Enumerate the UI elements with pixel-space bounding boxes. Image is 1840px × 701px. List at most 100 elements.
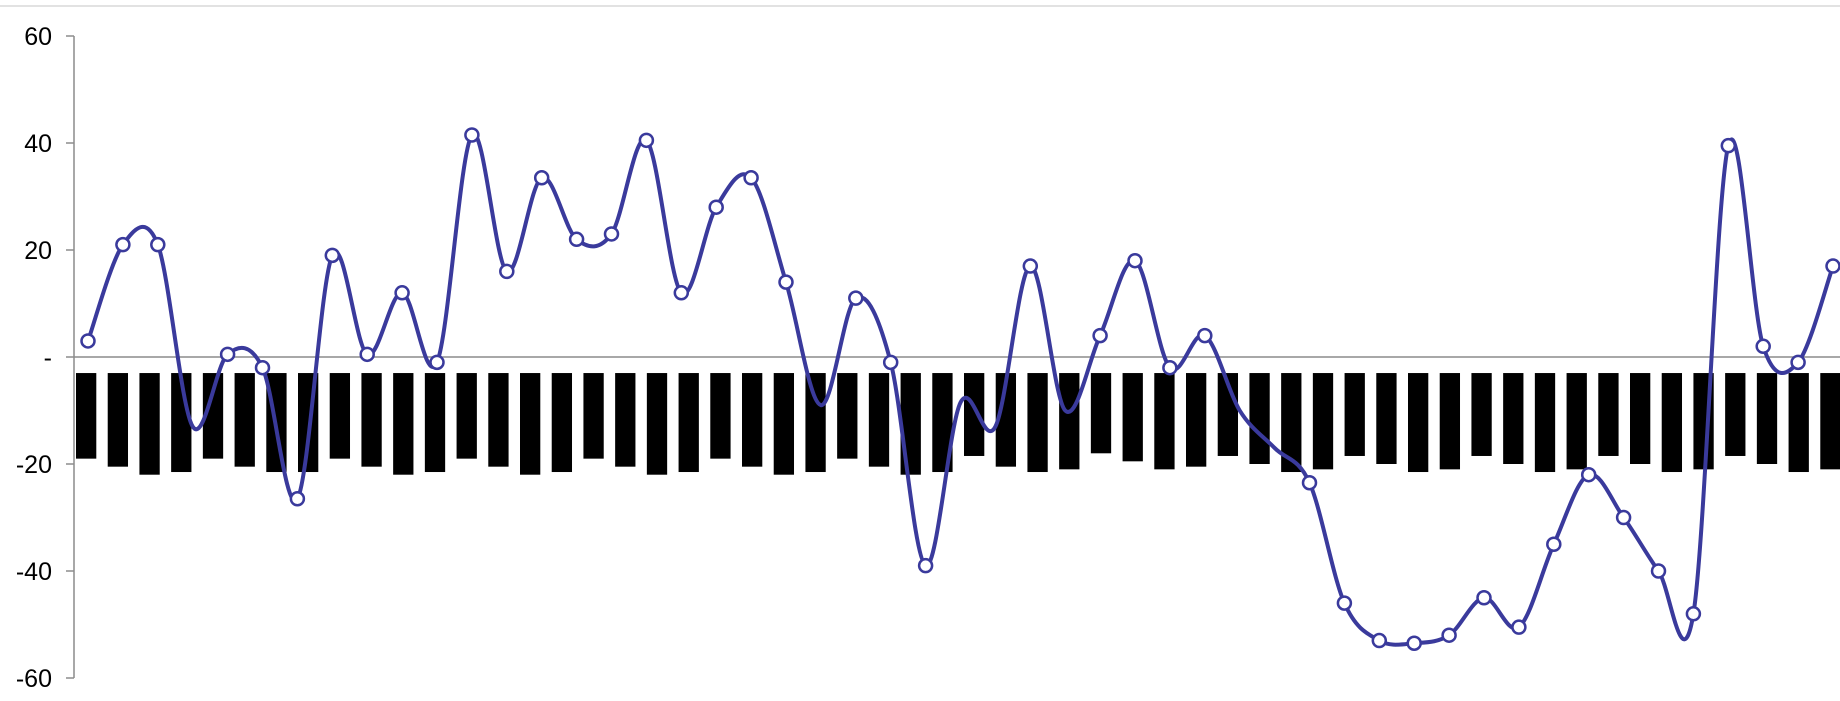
bar <box>1090 373 1112 454</box>
bar <box>995 373 1017 467</box>
line-point <box>429 354 445 371</box>
bar <box>1122 373 1143 462</box>
bar <box>900 373 921 475</box>
bar <box>456 373 477 459</box>
line-point <box>638 132 655 149</box>
bar <box>742 373 763 467</box>
bar <box>1376 373 1397 464</box>
y-tick-label: 40 <box>24 130 52 158</box>
line-point <box>324 247 341 264</box>
line-point <box>1022 258 1039 274</box>
line-point <box>1580 466 1597 483</box>
bar <box>1503 373 1524 464</box>
line-point <box>115 236 131 253</box>
line-point <box>603 226 620 242</box>
bar <box>488 373 509 467</box>
bar <box>1186 373 1207 467</box>
bar <box>583 373 604 459</box>
bar <box>868 373 890 467</box>
line-point <box>254 359 271 376</box>
line-point <box>1406 635 1422 651</box>
y-tick-label: -60 <box>16 665 52 693</box>
bar <box>1598 373 1619 456</box>
bar <box>1249 373 1270 464</box>
bar <box>1756 373 1778 464</box>
bar <box>837 373 858 459</box>
line-point <box>1650 563 1667 579</box>
line-point <box>1685 606 1702 622</box>
bar <box>1312 373 1334 470</box>
line-point <box>1197 327 1213 344</box>
y-tick-label: -20 <box>16 451 52 479</box>
line-point <box>917 557 934 574</box>
bar <box>361 373 382 467</box>
line-point <box>219 346 236 363</box>
bars-layer <box>76 373 1840 475</box>
bar <box>1566 373 1587 470</box>
bar <box>139 373 160 475</box>
bar <box>1059 373 1080 470</box>
bar <box>202 373 224 459</box>
bar <box>1344 373 1365 456</box>
line-point <box>1790 354 1806 371</box>
bar <box>329 373 351 459</box>
line-point <box>743 170 759 186</box>
bar <box>678 373 699 473</box>
line-point <box>1336 595 1353 611</box>
line-point <box>1546 536 1562 552</box>
bar <box>1471 373 1492 456</box>
line-point <box>1511 619 1527 635</box>
line-point <box>1301 474 1318 491</box>
bar <box>424 373 446 473</box>
line-point <box>1162 359 1178 376</box>
line-point <box>1825 258 1840 274</box>
bar <box>1788 373 1809 473</box>
line-point <box>1720 137 1737 154</box>
y-tick-label: 20 <box>24 237 52 265</box>
bar <box>1820 373 1840 470</box>
line-point <box>464 127 480 143</box>
line-point <box>359 346 375 363</box>
line-point <box>150 236 166 253</box>
bar <box>1439 373 1461 470</box>
bar <box>964 373 985 456</box>
y-tick-label: 60 <box>24 23 52 51</box>
y-tick-label: - <box>44 344 52 372</box>
bar <box>520 373 541 475</box>
line-point <box>1476 590 1492 606</box>
line-point <box>882 354 899 371</box>
bar <box>710 373 731 459</box>
line-point <box>708 199 724 215</box>
bar <box>1281 373 1302 473</box>
bar <box>615 373 636 467</box>
bar <box>76 373 97 459</box>
line-point <box>568 231 585 248</box>
line-point <box>848 290 864 306</box>
y-tick-label: -40 <box>16 558 52 586</box>
line-point <box>1092 327 1108 344</box>
line-point <box>1127 252 1143 269</box>
bar <box>1027 373 1048 473</box>
bar <box>107 373 129 467</box>
line-point <box>1615 509 1632 526</box>
line-point <box>673 285 690 301</box>
bar <box>1661 373 1683 473</box>
bar <box>1534 373 1556 473</box>
line-point <box>80 333 96 349</box>
y-axis-ticks: 60 40 20 - -20 -40 -60 <box>16 23 74 693</box>
bar <box>1408 373 1429 473</box>
bar <box>393 373 414 475</box>
bar <box>646 373 668 475</box>
bar <box>1630 373 1651 464</box>
line-series-layer <box>80 127 1840 651</box>
bar <box>1725 373 1746 456</box>
line-point <box>1371 632 1388 649</box>
bar <box>234 373 255 467</box>
bar <box>1154 373 1175 470</box>
bar <box>551 373 573 473</box>
line-point <box>1441 627 1457 643</box>
line-point <box>289 491 306 507</box>
line-point <box>394 285 410 301</box>
line-point <box>1755 338 1771 355</box>
